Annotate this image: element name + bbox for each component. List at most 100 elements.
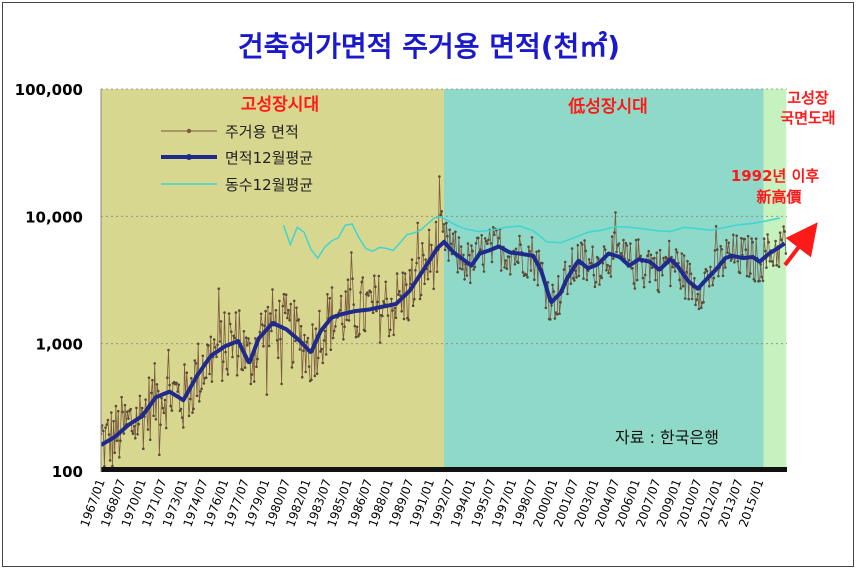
y-tick-label: 100 [52,463,83,481]
raw-point [232,334,235,338]
raw-point [332,329,336,333]
raw-point [609,275,613,278]
raw-point [373,274,376,278]
raw-point [570,247,574,250]
raw-point [297,318,301,321]
raw-point [321,361,325,365]
raw-point [613,231,616,234]
raw-point [454,230,457,234]
raw-point [300,375,304,379]
raw-point [434,220,438,224]
raw-point [559,301,562,304]
raw-point [393,306,397,310]
raw-point [716,248,719,251]
raw-point [733,261,736,264]
raw-point [401,271,405,275]
raw-point [179,407,183,411]
raw-point [119,439,122,443]
raw-point [120,395,123,399]
raw-point [647,249,650,253]
raw-point [687,297,690,301]
new-high-note-line1: 1992년 이후 [731,167,820,185]
raw-point [745,274,749,278]
raw-point [249,382,253,386]
raw-point [390,297,393,301]
raw-point [304,370,308,374]
raw-point [238,309,241,312]
raw-point [504,259,508,262]
raw-point [290,366,294,369]
raw-point [291,360,295,364]
raw-point [608,265,612,268]
raw-point [230,330,233,334]
raw-point [105,423,108,426]
raw-point [617,242,621,245]
raw-point [581,243,584,246]
raw-point [440,210,444,213]
raw-point [152,414,155,418]
series-area-12m-avg [101,239,786,447]
raw-point [483,237,487,240]
raw-point [729,259,733,262]
raw-point [624,241,628,245]
raw-point [127,417,130,420]
raw-point [448,228,452,232]
raw-point [103,465,106,468]
raw-point [208,372,211,376]
raw-point [329,348,333,352]
raw-point [529,269,533,272]
raw-point [661,273,664,277]
raw-point [225,367,229,371]
raw-point [339,294,343,298]
raw-point [191,411,194,414]
raw-point [241,368,245,372]
raw-point [334,325,337,328]
raw-point [226,373,230,376]
raw-point [358,333,361,336]
raw-point [712,276,716,280]
raw-point [382,300,385,303]
raw-point [432,287,436,291]
raw-point [587,258,591,261]
raw-point [155,383,159,386]
raw-point [282,292,286,296]
y-tick-label: 10,000 [25,208,83,226]
raw-point [132,424,136,428]
raw-point [195,394,199,398]
raw-point [557,275,560,278]
raw-point [662,256,665,260]
raw-point [598,283,601,286]
raw-point [553,317,557,320]
raw-point [176,390,179,393]
region-2 [763,89,787,471]
raw-point [417,256,421,260]
raw-point [658,248,662,252]
raw-point [505,267,509,271]
raw-point [280,382,283,386]
raw-point [421,242,424,245]
raw-point [633,287,637,290]
raw-point [768,260,772,263]
raw-point [683,297,687,300]
region-label-new-growth-line2: 국면도래 [780,109,835,127]
raw-point [753,279,757,283]
raw-point [435,270,439,274]
raw-point [138,394,142,398]
raw-point [574,269,577,273]
raw-point [177,383,180,387]
raw-point [268,312,272,315]
region-1 [444,89,764,471]
raw-point [544,306,548,310]
raw-point [743,237,746,241]
raw-point [322,339,326,342]
raw-point [593,285,597,289]
raw-point [278,299,281,303]
raw-point [772,264,775,267]
raw-point [121,410,124,414]
raw-point [600,276,604,280]
raw-point [286,316,289,320]
raw-point [236,354,240,358]
chart-title: 건축허가면적 주거용 면적(천㎡) [238,30,620,63]
raw-point [479,248,482,251]
raw-point [214,346,217,349]
